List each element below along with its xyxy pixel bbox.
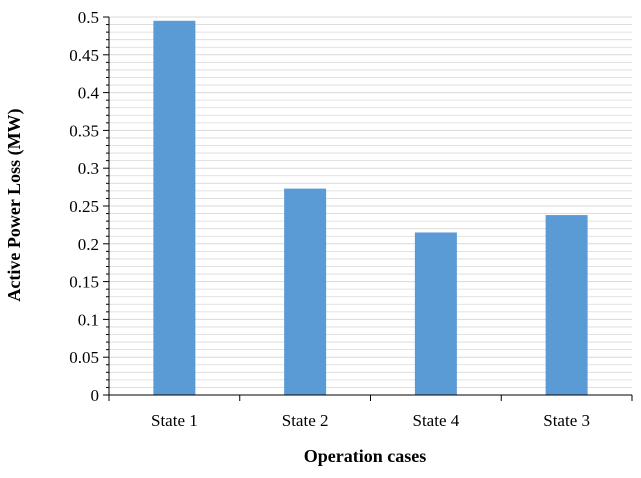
x-axis-title: Operation cases [304,446,426,466]
bar-state-3 [545,215,588,395]
y-tick-label: 0.1 [78,310,99,329]
axes [103,16,633,401]
y-tick-label: 0.5 [78,8,99,27]
x-tick-label: State 1 [151,411,198,430]
y-tick-label: 0.15 [69,273,99,292]
x-tick-label: State 3 [543,411,590,430]
gridlines [109,16,632,388]
y-tick-label: 0.25 [69,197,99,216]
x-tick-label: State 2 [282,411,329,430]
y-tick-label: 0.35 [69,121,99,140]
y-tick-label: 0 [91,386,100,405]
y-axis-title: Active Power Loss (MW) [4,108,25,301]
tick-labels: 0 0.05 0.1 0.15 0.2 0.25 0.3 0.35 0.4 0.45 0.5 Stat… [69,8,590,430]
bar-state-4 [414,232,457,395]
bars [153,20,588,396]
y-tick-label: 0.45 [69,46,99,65]
y-tick-label: 0.4 [78,84,100,103]
bar-state-1 [153,20,196,396]
bar-state-2 [284,188,327,395]
y-tick-label: 0.05 [69,348,99,367]
y-tick-label: 0.2 [78,235,99,254]
y-tick-label: 0.3 [78,159,99,178]
x-tick-label: State 4 [413,411,460,430]
